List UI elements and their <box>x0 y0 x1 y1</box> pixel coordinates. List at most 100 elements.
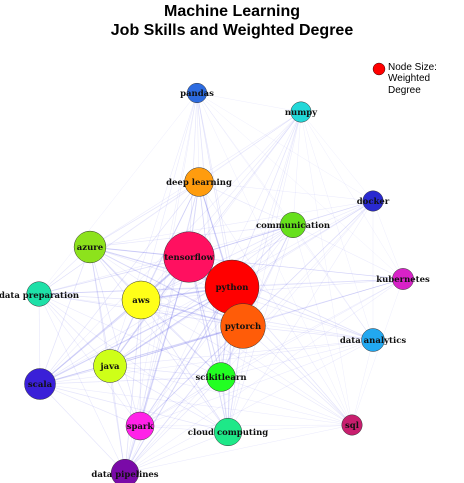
node-label-cloud-computing: cloud computing <box>188 428 268 438</box>
edge-data_analytics-sql <box>351 339 374 426</box>
edge-pandas-docker <box>196 92 374 202</box>
edge-communication-aws <box>140 224 294 301</box>
edge-aws-cloud_computing <box>140 299 229 433</box>
node-communication[interactable] <box>280 212 306 238</box>
node-label-data-analytics: data analytics <box>340 336 407 346</box>
legend-label-line1: Node Size: <box>388 62 437 73</box>
node-numpy[interactable] <box>290 101 312 123</box>
edge-data_preparation-java <box>38 293 111 367</box>
node-cloud-computing[interactable] <box>213 417 243 447</box>
edge-scikitlearn-scala <box>39 376 222 385</box>
edge-azure-spark <box>89 246 141 427</box>
edge-communication-scala <box>39 224 294 385</box>
node-scala[interactable] <box>24 368 56 400</box>
edge-data_preparation-data_analytics <box>38 293 374 341</box>
node-label-scala: scala <box>28 380 53 390</box>
edge-numpy-python <box>231 111 302 288</box>
edge-pandas-sql <box>196 92 353 426</box>
edge-cloud_computing-data_pipelines <box>124 431 229 474</box>
edge-data_analytics-java <box>109 339 374 367</box>
node-label-azure: azure <box>77 243 104 253</box>
node-deep-learning[interactable] <box>184 167 214 197</box>
node-kubernetes[interactable] <box>392 268 414 290</box>
edge-communication-kubernetes <box>292 224 404 280</box>
edge-aws-sql <box>140 299 353 426</box>
node-data-preparation[interactable] <box>26 281 52 307</box>
edge-pandas-data_pipelines <box>124 92 198 474</box>
edge-spark-cloud_computing <box>139 425 229 433</box>
edge-communication-scikitlearn <box>220 224 294 378</box>
edge-scala-spark <box>39 383 141 427</box>
edge-data_analytics-scala <box>39 339 374 385</box>
edge-azure-pytorch <box>89 246 244 327</box>
node-sql[interactable] <box>341 414 363 436</box>
edge-deep_learning-data_preparation <box>38 181 200 295</box>
node-spark[interactable] <box>125 411 155 441</box>
node-label-data-preparation: data preparation <box>0 291 79 301</box>
node-label-docker: docker <box>357 197 390 207</box>
edge-tensorflow-cloud_computing <box>188 256 229 433</box>
edge-deep_learning-communication <box>198 181 294 226</box>
node-label-deep-learning: deep learning <box>166 178 232 188</box>
node-layer <box>24 82 414 483</box>
edge-pandas-kubernetes <box>196 92 404 280</box>
edge-numpy-sql <box>300 111 353 426</box>
edge-scala-cloud_computing <box>39 383 229 433</box>
edge-data_preparation-cloud_computing <box>38 293 229 433</box>
node-tensorflow[interactable] <box>163 231 215 283</box>
edge-deep_learning-spark <box>139 181 200 427</box>
edge-spark-sql <box>139 424 353 427</box>
edge-pandas-communication <box>196 92 294 226</box>
edge-kubernetes-sql <box>351 278 404 426</box>
node-label-kubernetes: kubernetes <box>376 275 430 285</box>
edge-pytorch-data_pipelines <box>124 325 244 474</box>
node-label-python: python <box>216 283 249 293</box>
edge-deep_learning-java <box>109 181 200 367</box>
edge-numpy-communication <box>292 111 302 226</box>
edge-docker-cloud_computing <box>227 200 374 433</box>
edge-pytorch-java <box>109 325 244 367</box>
edge-docker-pytorch <box>242 200 374 327</box>
edge-kubernetes-data_pipelines <box>124 278 404 474</box>
node-data-analytics[interactable] <box>361 328 385 352</box>
edge-docker-azure <box>89 200 374 248</box>
edge-numpy-kubernetes <box>300 111 404 280</box>
edge-pytorch-scala <box>39 325 244 385</box>
node-aws[interactable] <box>121 280 161 320</box>
edge-docker-communication <box>292 200 374 226</box>
edge-docker-python <box>231 200 374 288</box>
edge-numpy-cloud_computing <box>227 111 302 433</box>
legend-label-line2: Weighted Degree <box>388 73 431 96</box>
edge-tensorflow-scala <box>39 256 190 385</box>
edge-numpy-data_preparation <box>38 111 302 295</box>
edge-java-data_pipelines <box>109 365 126 474</box>
node-pandas[interactable] <box>186 82 208 104</box>
edge-aws-data_pipelines <box>124 299 142 474</box>
node-azure[interactable] <box>73 230 107 264</box>
edge-tensorflow-data_preparation <box>38 256 190 295</box>
node-java[interactable] <box>93 349 127 383</box>
edge-communication-sql <box>292 224 353 426</box>
edge-java-cloud_computing <box>109 365 229 433</box>
edge-python-scala <box>39 286 233 385</box>
chart-title: Machine Learning <box>163 3 301 20</box>
node-data-pipelines[interactable] <box>110 458 140 483</box>
edge-kubernetes-scikitlearn <box>220 278 404 378</box>
edge-numpy-data_analytics <box>300 111 374 341</box>
edge-pandas-aws <box>140 92 198 301</box>
node-pytorch[interactable] <box>220 303 266 349</box>
edge-tensorflow-spark <box>139 256 190 427</box>
edge-deep_learning-sql <box>198 181 353 426</box>
edge-communication-spark <box>139 224 294 427</box>
edge-java-sql <box>109 365 353 426</box>
node-docker[interactable] <box>362 190 384 212</box>
edge-pandas-numpy <box>196 92 302 113</box>
edge-deep_learning-docker <box>198 181 374 202</box>
node-label-pandas: pandas <box>180 89 214 99</box>
edge-kubernetes-spark <box>139 278 404 427</box>
edge-data_preparation-spark <box>38 293 141 427</box>
edge-cloud_computing-sql <box>227 424 353 433</box>
edge-numpy-tensorflow <box>188 111 302 258</box>
node-scikitlearn[interactable] <box>206 362 236 392</box>
